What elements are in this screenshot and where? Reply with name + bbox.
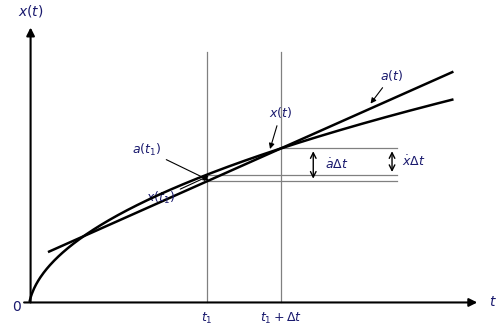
Text: $t_1 + \Delta t$: $t_1 + \Delta t$ <box>260 311 302 326</box>
Text: $\dot{a}\Delta t$: $\dot{a}\Delta t$ <box>325 158 348 172</box>
Text: $0$: $0$ <box>12 300 22 314</box>
Text: $x(t_1)$: $x(t_1)$ <box>146 176 208 206</box>
Text: $t_1$: $t_1$ <box>201 311 212 326</box>
Text: $x(t)$: $x(t)$ <box>18 3 44 19</box>
Text: $\dot{x}\Delta t$: $\dot{x}\Delta t$ <box>402 154 426 169</box>
Text: $a(t_1)$: $a(t_1)$ <box>132 142 208 180</box>
Text: $x(t)$: $x(t)$ <box>269 105 292 148</box>
Text: $t$: $t$ <box>490 295 497 310</box>
Text: $a(t)$: $a(t)$ <box>372 68 404 103</box>
